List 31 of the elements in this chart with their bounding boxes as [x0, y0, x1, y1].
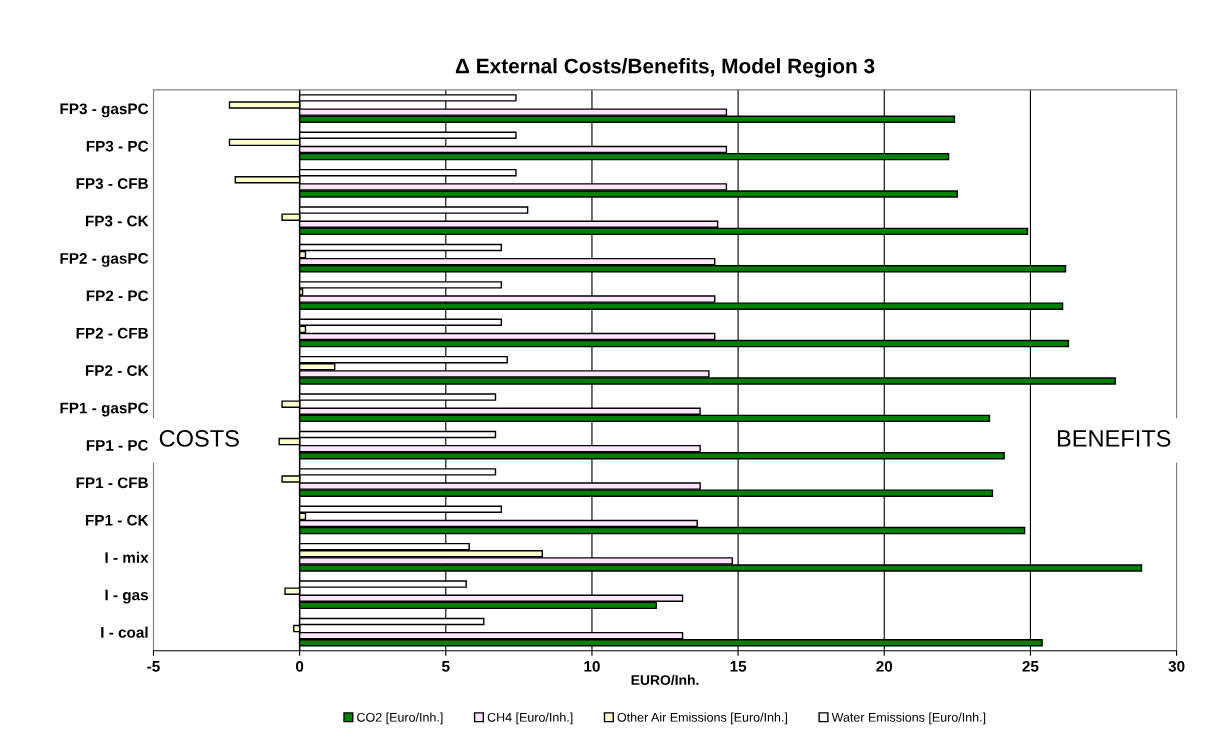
x-tick-label: 20 — [876, 660, 893, 672]
y-tick-label: FP2 - CFB — [76, 327, 148, 339]
x-tick-label: 10 — [584, 660, 600, 672]
y-tick-label: FP2 - gasPC — [60, 252, 149, 267]
annotation: BENEFITS — [1057, 430, 1171, 447]
x-tick-label: 0 — [295, 660, 304, 672]
y-tick-label: FP1 - CFB — [76, 477, 148, 489]
x-axis-title: EURO/Inh. — [631, 674, 699, 686]
y-tick-label: FP3 - CK — [85, 215, 149, 227]
x-tick-label: -5 — [147, 661, 160, 672]
legend-label: CO2 [Euro/Inh.] — [357, 712, 443, 725]
x-tick-label: 25 — [1022, 660, 1039, 672]
x-tick-label: 30 — [1168, 660, 1185, 672]
legend-label: Other Air Emissions [Euro/Inh.] — [617, 712, 787, 725]
y-tick-label: FP1 - CK — [85, 514, 149, 526]
y-tick-label: FP2 - PC — [86, 290, 149, 302]
chart-title: Δ External Costs/Benefits, Model Region 3 — [455, 58, 875, 78]
y-tick-label: FP2 - CK — [85, 365, 149, 377]
y-tick-label: FP3 - PC — [86, 140, 149, 152]
y-tick-label: FP1 - gasPC — [60, 402, 149, 417]
y-tick-label: FP3 - CFB — [76, 178, 148, 190]
y-tick-label: I - gas — [105, 589, 148, 604]
legend-label: Water Emissions [Euro/Inh.] — [831, 712, 986, 725]
y-tick-label: I - coal — [101, 626, 148, 638]
x-tick-label: 5 — [442, 661, 450, 672]
x-tick-label: 15 — [730, 661, 747, 672]
y-tick-label: FP3 - gasPC — [60, 103, 149, 118]
y-tick-label: I - mix — [105, 551, 149, 563]
legend-label: CH4 [Euro/Inh.] — [487, 712, 573, 725]
annotation: COSTS — [159, 430, 239, 447]
y-tick-label: FP1 - PC — [86, 439, 149, 451]
